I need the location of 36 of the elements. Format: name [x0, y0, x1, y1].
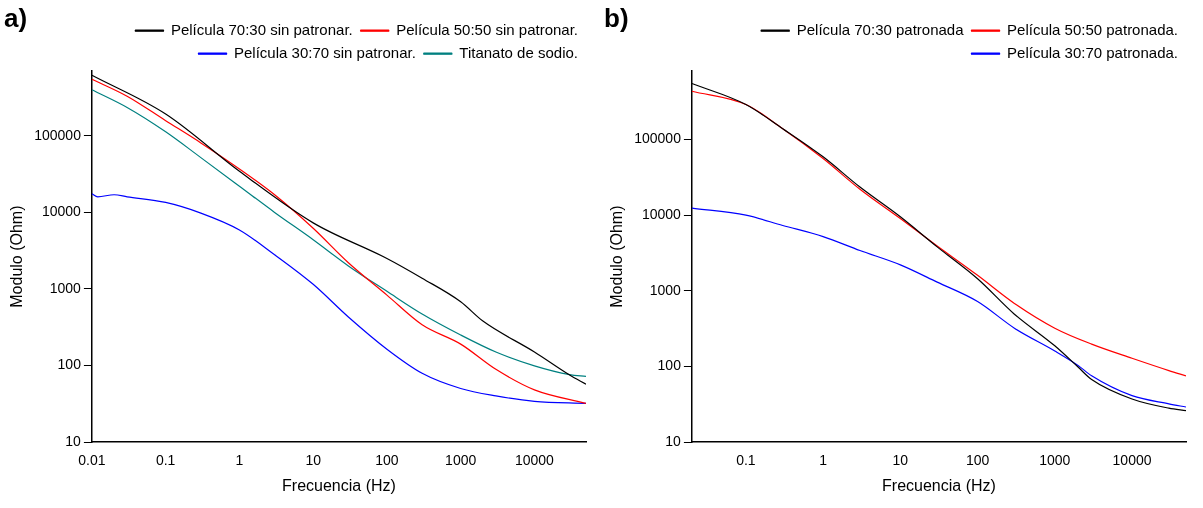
x-tick-label: 1: [819, 452, 828, 469]
x-tick-label: 10: [892, 452, 909, 469]
y-tick-label: 100000: [34, 126, 82, 143]
x-tick-label: 0.01: [78, 452, 106, 469]
legend-label: Película 30:70 patronada.: [1007, 43, 1179, 61]
legend-label: Titanato de sodio.: [459, 43, 579, 61]
y-tick-label: 100: [57, 356, 82, 373]
y-tick-label: 100: [657, 357, 682, 374]
x-tick-label: 1: [235, 452, 244, 469]
x-tick-label: 10000: [514, 452, 555, 469]
legend-label: Película 30:70 sin patronar.: [234, 43, 416, 61]
x-tick-label: 1000: [1039, 452, 1071, 469]
legend-label: Película 70:30 sin patronar.: [170, 20, 353, 38]
x-tick-label: 100: [375, 452, 399, 469]
x-axis-title: Frecuencia (Hz): [282, 476, 396, 494]
y-tick-label: 10000: [41, 203, 82, 220]
x-tick-label: 0.1: [155, 452, 176, 469]
x-tick-label: 0.1: [736, 452, 756, 469]
y-tick-label: 10: [65, 432, 82, 449]
x-tick-label: 1000: [445, 452, 477, 469]
y-tick-label: 10000: [641, 205, 682, 222]
y-tick-label: 1000: [649, 281, 682, 298]
y-tick-label: 10: [665, 432, 682, 449]
legend-label: Película 50:50 sin patronar.: [396, 20, 579, 38]
y-tick-label: 100000: [634, 130, 682, 147]
chart-title: b): [604, 2, 629, 33]
y-tick-label: 1000: [49, 279, 82, 296]
chart-title: a): [4, 2, 28, 33]
x-axis-title: Frecuencia (Hz): [882, 476, 996, 494]
x-tick-label: 10: [305, 452, 322, 469]
y-axis-title: Modulo (Ohm): [8, 205, 26, 308]
y-axis-title: Modulo (Ohm): [608, 205, 626, 308]
x-tick-label: 100: [965, 452, 990, 469]
legend-label: Película 70:30 patronada: [796, 20, 965, 38]
x-tick-label: 10000: [1112, 452, 1152, 469]
legend-label: Película 50:50 patronada.: [1007, 20, 1179, 38]
